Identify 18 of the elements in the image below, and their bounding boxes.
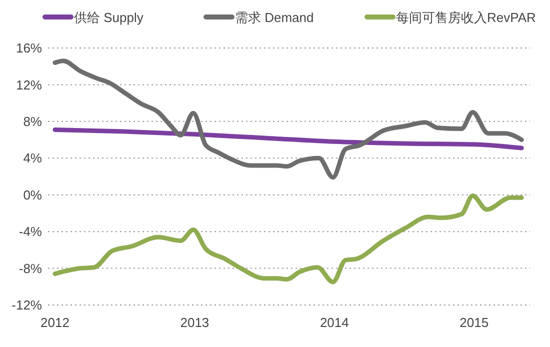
y-tick-label: 8%: [23, 114, 42, 129]
y-tick-label: -12%: [12, 298, 42, 313]
y-tick-label: 16%: [16, 40, 42, 56]
legend-label: 需求 Demand: [235, 10, 314, 25]
y-tick-label: 4%: [23, 150, 42, 166]
y-tick-label: -8%: [18, 260, 42, 276]
legend-label: 每间可售房收入RevPAR: [396, 10, 536, 25]
y-tick-label: -4%: [18, 224, 42, 240]
line-series: [52, 58, 524, 180]
legend-label: 供给 Supply: [74, 10, 144, 25]
x-tick-label: 2012: [40, 315, 70, 330]
x-tick-label: 2014: [320, 315, 349, 330]
x-tick-label: 2015: [460, 315, 489, 330]
y-tick-label: 0%: [23, 187, 42, 202]
y-tick-label: 12%: [16, 77, 42, 92]
x-tick-label: 2013: [180, 315, 210, 330]
line-series: [52, 127, 524, 150]
line-series: [52, 194, 524, 284]
